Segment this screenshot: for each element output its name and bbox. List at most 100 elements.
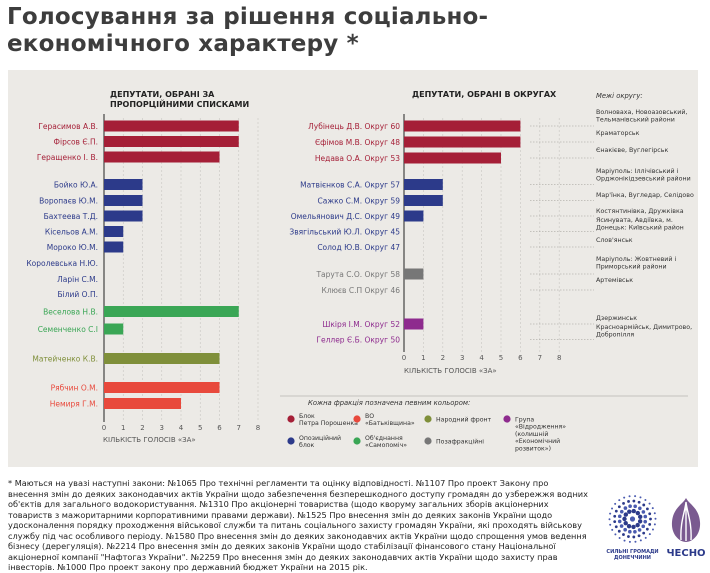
left-bar bbox=[104, 210, 143, 222]
logo-dot bbox=[648, 512, 652, 516]
legend-label: Опозиційний блок bbox=[299, 434, 341, 449]
left-bar bbox=[104, 195, 143, 206]
logo-dot bbox=[623, 527, 627, 532]
left-category-label: Ларін С.М. bbox=[57, 275, 98, 284]
right-x-tick-label: 6 bbox=[518, 354, 523, 362]
logo-dot bbox=[633, 529, 637, 534]
logo-dot bbox=[653, 523, 656, 526]
left-x-tick-label: 3 bbox=[160, 424, 164, 432]
right-bar bbox=[404, 268, 424, 280]
right-category-label: Лубінець Д.В. Округ 60 bbox=[308, 122, 400, 131]
right-category-label: Матвієнков С.А. Округ 57 bbox=[300, 181, 400, 190]
logo-dot bbox=[635, 510, 641, 516]
right-chart-title: ДЕПУТАТИ, ОБРАНІ В ОКРУГАХ bbox=[412, 90, 557, 99]
logo-dot bbox=[626, 524, 632, 529]
district-label: Єнакієве, Вуглегірськ bbox=[596, 146, 668, 154]
svg-text:СИЛЬНІ ГРОМАДИ: СИЛЬНІ ГРОМАДИ bbox=[606, 549, 658, 555]
logo-dot bbox=[628, 504, 632, 509]
left-x-tick-label: 0 bbox=[102, 424, 106, 432]
logo-dot bbox=[629, 516, 636, 522]
logo-dot bbox=[628, 495, 631, 498]
left-x-tick-label: 8 bbox=[256, 424, 260, 432]
logo-dot bbox=[637, 519, 643, 524]
logo-dot bbox=[611, 507, 614, 510]
logo-dot bbox=[644, 536, 647, 539]
right-category-label: Недава О.А. Округ 53 bbox=[315, 154, 400, 163]
page-title: Голосування за рішення соціально-економі… bbox=[7, 4, 489, 57]
logo-dot bbox=[637, 500, 641, 504]
legend-label: Народний фронт bbox=[436, 416, 492, 424]
left-category-label: Фірсов Є.П. bbox=[54, 138, 98, 147]
legend-swatch bbox=[287, 415, 295, 423]
logo-dot bbox=[637, 528, 642, 532]
legend-swatch bbox=[424, 415, 432, 423]
left-chart-title: ПРОПОРЦІЙНИМИ СПИСКАМИ bbox=[110, 98, 249, 109]
district-label: Маріуполь: Жовтневий і Приморський райони bbox=[596, 255, 676, 271]
logo-dot bbox=[649, 517, 652, 521]
left-x-tick-label: 5 bbox=[198, 424, 202, 432]
left-category-label: Королевська Н.Ю. bbox=[26, 259, 98, 268]
left-x-tick-label: 1 bbox=[121, 424, 125, 432]
logo-dot bbox=[644, 498, 647, 501]
logo-dot bbox=[628, 540, 631, 543]
legend-swatch bbox=[287, 437, 295, 445]
logo-dot bbox=[618, 537, 621, 540]
logo-dot bbox=[619, 509, 624, 514]
logo-dot bbox=[617, 514, 622, 519]
logo-dot bbox=[611, 528, 614, 531]
legend-label: ВО «Батьківщина» bbox=[365, 413, 415, 427]
left-category-label: Рябчин О.М. bbox=[51, 384, 98, 393]
left-bar bbox=[104, 136, 239, 147]
logo-dot bbox=[622, 501, 625, 505]
right-x-tick-label: 1 bbox=[421, 354, 425, 362]
logo-dot bbox=[614, 525, 618, 529]
logo-dot bbox=[648, 522, 652, 526]
left-bar bbox=[104, 120, 239, 132]
district-label: Красноармійськ, Димитрово, Добропілля bbox=[596, 323, 692, 339]
left-bar bbox=[104, 179, 143, 190]
logo-dot bbox=[614, 509, 618, 513]
logo-dot bbox=[623, 512, 629, 517]
left-category-label: Немиря Г.М. bbox=[50, 400, 98, 409]
logo-dot bbox=[642, 503, 646, 507]
left-x-axis-label: КІЛЬКІСТЬ ГОЛОСІВ «ЗА» bbox=[103, 436, 196, 444]
left-category-label: Бойко Ю.А. bbox=[54, 181, 98, 190]
right-x-axis-label: КІЛЬКІСТЬ ГОЛОСІВ «ЗА» bbox=[404, 367, 497, 375]
left-bar bbox=[104, 353, 220, 364]
logo-dot bbox=[618, 499, 621, 502]
left-bar bbox=[104, 382, 220, 393]
logo-dot bbox=[623, 496, 626, 499]
right-category-label: Клюєв С.П Округ 46 bbox=[322, 286, 401, 295]
right-x-tick-label: 2 bbox=[441, 354, 445, 362]
district-label: Ясинувата, Авдіївка, м. Донецьк: Київськи… bbox=[596, 216, 684, 232]
district-label: Костянтинівка, Дружківка bbox=[596, 207, 684, 215]
right-category-label: Сажко С.М. Округ 59 bbox=[318, 197, 401, 206]
logo-dot bbox=[628, 529, 632, 534]
left-bar bbox=[104, 398, 181, 409]
legend-swatch bbox=[353, 437, 361, 445]
left-chart-title: ДЕПУТАТИ, ОБРАНІ ЗА bbox=[110, 90, 215, 99]
logo-dot bbox=[617, 529, 621, 533]
logo-dot bbox=[641, 524, 646, 529]
logo-dot bbox=[648, 502, 651, 505]
logo-dot bbox=[654, 517, 657, 520]
logo-dot bbox=[642, 531, 646, 535]
svg-text:ЧЕСНО: ЧЕСНО bbox=[666, 548, 705, 559]
right-category-label: Шкіря І.М. Округ 52 bbox=[322, 320, 400, 329]
logo-dot bbox=[634, 540, 637, 543]
right-bar bbox=[404, 152, 501, 164]
logo-dot bbox=[627, 509, 632, 514]
logo-dot bbox=[619, 524, 624, 528]
left-bar bbox=[104, 151, 220, 163]
left-category-label: Білий О.П. bbox=[58, 290, 98, 299]
left-category-label: Воропаєв Ю.М. bbox=[39, 197, 98, 206]
logo-dot bbox=[634, 495, 637, 498]
legend-header: Кожна фракція позначена певним кольором: bbox=[308, 399, 470, 407]
footnote: * Маються на увазі наступні закони: №106… bbox=[8, 478, 588, 572]
legend-label: Блок Петра Порошенка bbox=[299, 413, 358, 427]
district-label: Дзержинськ bbox=[596, 315, 637, 322]
left-bar bbox=[104, 323, 124, 335]
logo-dot bbox=[645, 527, 649, 531]
legend-swatch bbox=[503, 415, 511, 423]
logo-dot bbox=[653, 512, 656, 515]
